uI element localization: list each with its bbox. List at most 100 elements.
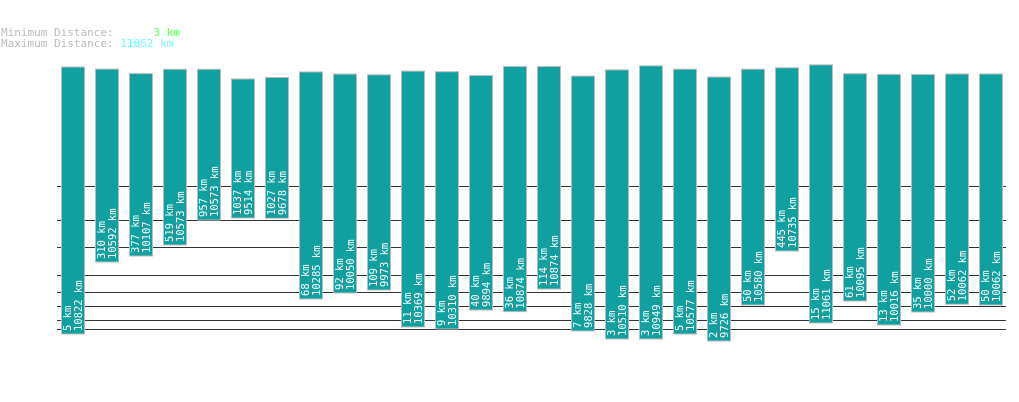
bar-group: 92 km 10050 km [333,73,357,294]
bar-group: 40 km 9894 km [469,75,493,311]
bar [231,78,255,219]
bar-max-label: 11061 km [821,269,833,320]
bar-max-label: 9678 km [277,171,289,215]
min-distance-label: Minimum Distance: [1,26,114,39]
bar-group: 50 km 10580 km [741,68,765,306]
bar-min-label: 9 km [436,301,448,326]
bar-max-label: 10573 km [175,191,187,242]
bar [843,73,867,302]
bar [571,75,595,332]
bar-min-label: 519 km [164,204,176,242]
bar-group: 445 km 10735 km [775,67,799,252]
bar [163,68,187,246]
bar [95,68,119,263]
bar-group: 957 km 10573 km [197,68,221,221]
bar [435,71,459,330]
bar-min-label: 109 km [368,249,380,287]
bar-min-label: 15 km [810,288,822,320]
bar-max-label: 9726 km [719,294,731,338]
bar-min-label: 36 km [504,277,516,309]
bar-group: 50 km 10062 km [979,73,1003,306]
bar-group: 11 km 10369 km [401,70,425,328]
bar [469,75,493,311]
bar-max-label: 10369 km [413,273,425,324]
bar [503,66,527,313]
bar-group: 3 km 10949 km [639,65,663,340]
bar-min-label: 377 km [130,215,142,253]
bar-max-label: 10874 km [549,235,561,286]
bar-max-label: 10580 km [753,251,765,302]
bar-group: 61 km 10095 km [843,73,867,302]
bar-max-label: 10000 km [923,258,935,309]
bar-min-label: 445 km [776,210,788,248]
bar [809,64,833,324]
bar-min-label: 13 km [878,290,890,322]
bar-group: 109 km 9973 km [367,74,391,291]
bar-max-label: 10107 km [141,202,153,253]
bar-group: 1027 km 9678 km [265,76,289,219]
bar-min-label: 310 km [96,221,108,259]
bar-group: 7 km 9828 km [571,75,595,332]
bar [979,73,1003,306]
bar [197,68,221,221]
bar [129,73,153,257]
bar [911,74,935,313]
bar-group: 114 km 10874 km [537,66,561,290]
bar-group: 2 km 9726 km [707,76,731,342]
bar-min-label: 40 km [470,275,482,307]
bar-min-label: 5 km [62,306,74,331]
bar-min-label: 1037 km [232,171,244,215]
bar-group: 3 km 10510 km [605,69,629,340]
bar [945,73,969,305]
bar-min-label: 92 km [334,258,346,290]
bar-min-label: 7 km [572,303,584,328]
bar [333,73,357,294]
bar [741,68,765,306]
bar-min-label: 2 km [708,313,720,338]
bar-max-label: 10062 km [991,251,1003,302]
max-distance-line: Maximum Distance: 11062 km [1,38,173,49]
bar-group: 36 km 10874 km [503,66,527,313]
bar-min-label: 50 km [742,270,754,302]
bar-group: 5 km 10822 km [61,66,85,335]
min-distance-value: 3 km [153,26,180,39]
bar-max-label: 9973 km [379,243,391,287]
bar-max-label: 10310 km [447,275,459,326]
bar-group: 1037 km 9514 km [231,78,255,219]
bar-max-label: 10735 km [787,197,799,248]
bar-min-label: 957 km [198,179,210,217]
bar-group: 310 km 10592 km [95,68,119,263]
bar-max-label: 10016 km [889,271,901,322]
bar-min-label: 61 km [844,266,856,298]
bar [401,70,425,328]
bar-min-label: 1027 km [266,171,278,215]
bar-group: 9 km 10310 km [435,71,459,330]
bar-min-label: 5 km [674,306,686,331]
bar [707,76,731,342]
bar-group: 519 km 10573 km [163,68,187,246]
bar [299,71,323,300]
bar-max-label: 10095 km [855,247,867,298]
bar-max-label: 9828 km [583,284,595,328]
bar [61,66,85,335]
bar-min-label: 52 km [946,270,958,302]
bar-max-label: 10510 km [617,285,629,336]
bar [877,73,901,326]
bar-max-label: 10592 km [107,208,119,259]
bar-max-label: 10874 km [515,258,527,309]
bar-max-label: 10949 km [651,285,663,336]
min-distance-line: Minimum Distance: 3 km [1,27,180,38]
bar-min-label: 68 km [300,264,312,296]
bar-group: 15 km 11061 km [809,64,833,324]
bar-min-label: 50 km [980,270,992,302]
bar-min-label: 35 km [912,277,924,309]
bar [639,65,663,340]
bar-group: 68 km 10285 km [299,71,323,300]
bar-group: 35 km 10000 km [911,74,935,313]
max-distance-label: Maximum Distance: [1,37,114,50]
bar-max-label: 10285 km [311,245,323,296]
bar-max-label: 10062 km [957,251,969,302]
bar [605,69,629,340]
bar-max-label: 9894 km [481,263,493,307]
